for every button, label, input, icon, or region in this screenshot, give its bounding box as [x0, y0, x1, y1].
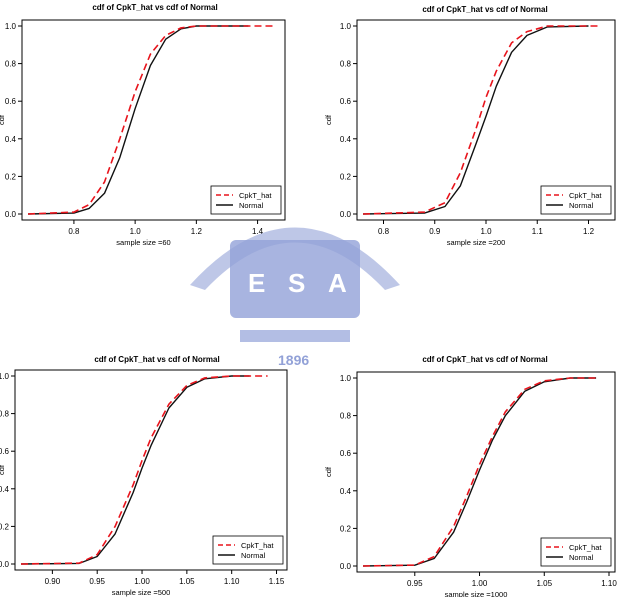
series-line-normal [362, 377, 597, 567]
x-tick-label: 1.2 [583, 227, 595, 236]
plot-frame [14, 369, 288, 571]
legend-label: Normal [569, 553, 594, 562]
legend-box [540, 537, 612, 567]
x-tick-label: 1.10 [224, 577, 240, 586]
x-tick-label: 1.00 [134, 577, 150, 586]
y-tick-label: 0.4 [5, 135, 17, 144]
x-tick-label: 1.2 [191, 227, 203, 236]
legend-box [210, 185, 282, 215]
legend-label: CpkT_hat [241, 541, 274, 550]
x-tick-label: 1.15 [269, 577, 285, 586]
y-tick-label: 0.2 [5, 172, 17, 181]
x-tick-label: 1.0 [480, 227, 492, 236]
legend-label: Normal [239, 201, 264, 210]
x-axis-label: sample size =200 [447, 238, 506, 247]
y-tick-label: 0.4 [340, 135, 352, 144]
y-axis-label: cdf [0, 114, 6, 125]
series-line-cpkt-hat [27, 25, 273, 215]
y-tick-label: 0.6 [340, 449, 352, 458]
chart-panel-4: cdf of CpkT_hat vs cdf of Normal 0.0 0.2 0.… [324, 355, 617, 599]
y-tick-label: 0.6 [340, 97, 352, 106]
x-tick-label: 0.8 [378, 227, 390, 236]
chart-panel-2: cdf of CpkT_hat vs cdf of Normal 0.0 0.2 0.… [324, 5, 616, 247]
y-tick-label: 0.6 [5, 97, 17, 106]
y-tick-label: 1.0 [5, 22, 17, 31]
chart-panel-1: cdf of CpkT_hat vs cdf of Normal 0.0 0.2 0.… [0, 3, 286, 247]
plot-frame [21, 19, 286, 221]
y-tick-label: 0.8 [340, 60, 352, 69]
y-tick-label: 0.2 [0, 522, 10, 531]
x-tick-label: 1.00 [472, 579, 488, 588]
y-tick-label: 0.0 [5, 210, 17, 219]
y-tick-label: 0.8 [340, 412, 352, 421]
chart-title: cdf of CpkT_hat vs cdf of Normal [422, 355, 547, 364]
y-tick-label: 0.0 [340, 210, 352, 219]
y-tick-label: 0.0 [340, 562, 352, 571]
series-line-normal [362, 25, 589, 215]
x-tick-label: 1.05 [536, 579, 552, 588]
y-tick-label: 0.2 [340, 524, 352, 533]
y-axis-label: cdf [324, 466, 333, 477]
legend-box [212, 535, 284, 565]
legend-label: CpkT_hat [569, 191, 602, 200]
chart-title: cdf of CpkT_hat vs cdf of Normal [92, 3, 217, 12]
y-tick-label: 1.0 [340, 374, 352, 383]
x-tick-label: 0.90 [45, 577, 61, 586]
x-axis-label: sample size =500 [112, 588, 171, 597]
x-tick-label: 0.95 [407, 579, 423, 588]
x-tick-label: 1.4 [252, 227, 264, 236]
series-line-normal [20, 375, 250, 565]
y-tick-label: 1.0 [340, 22, 352, 31]
chart-title: cdf of CpkT_hat vs cdf of Normal [94, 355, 219, 364]
x-axis-label: sample size =60 [116, 238, 170, 247]
x-tick-label: 0.9 [429, 227, 441, 236]
y-tick-label: 0.4 [0, 485, 10, 494]
y-tick-label: 1.0 [0, 372, 10, 381]
x-tick-label: 1.05 [179, 577, 195, 586]
y-axis-label: cdf [324, 114, 333, 125]
chart-panel-3: cdf of CpkT_hat vs cdf of Normal 0.0 0.2 0.… [0, 355, 288, 597]
legend-label: Normal [569, 201, 594, 210]
legend-box [540, 185, 612, 215]
x-tick-label: 0.95 [89, 577, 105, 586]
series-line-cpkt-hat [362, 377, 597, 567]
x-axis-label: sample size =1000 [445, 590, 508, 597]
plot-frame [356, 371, 616, 573]
y-tick-label: 0.4 [340, 487, 352, 496]
y-tick-label: 0.6 [0, 447, 10, 456]
x-tick-label: 1.1 [532, 227, 544, 236]
y-tick-label: 0.0 [0, 560, 10, 569]
legend-label: CpkT_hat [569, 543, 602, 552]
y-axis-label: cdf [0, 464, 6, 475]
y-tick-label: 0.2 [340, 172, 352, 181]
x-tick-label: 0.8 [68, 227, 80, 236]
y-tick-label: 0.8 [5, 60, 17, 69]
y-tick-label: 0.8 [0, 410, 10, 419]
chart-title: cdf of CpkT_hat vs cdf of Normal [422, 5, 547, 14]
x-tick-label: 1.10 [601, 579, 617, 588]
legend-label: CpkT_hat [239, 191, 272, 200]
legend-label: Normal [241, 551, 266, 560]
x-tick-label: 1.0 [130, 227, 142, 236]
